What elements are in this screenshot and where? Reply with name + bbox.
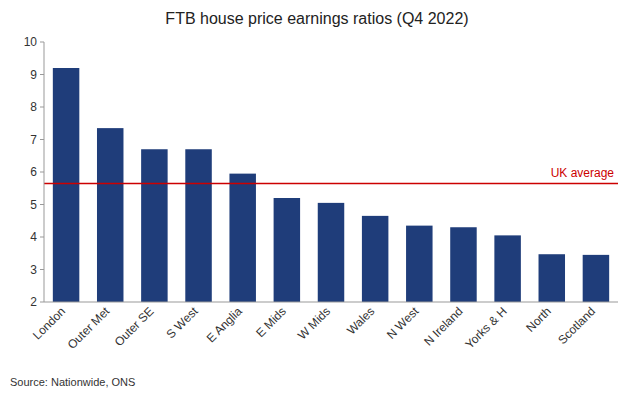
bar — [583, 255, 609, 302]
bar — [97, 128, 123, 302]
bars — [53, 68, 609, 302]
chart-svg: FTB house price earnings ratios (Q4 2022… — [0, 0, 634, 394]
x-tick-label: Yorks & H — [462, 304, 509, 351]
y-tick — [40, 302, 44, 303]
chart-title: FTB house price earnings ratios (Q4 2022… — [165, 10, 468, 27]
y-tick-label: 10 — [24, 35, 38, 49]
bar — [362, 216, 388, 302]
bar — [185, 149, 211, 302]
y-axis-line — [44, 42, 45, 302]
reference-line — [44, 183, 618, 185]
x-tick-label: Wales — [344, 304, 377, 337]
y-tick-label: 8 — [30, 100, 37, 114]
y-tick — [40, 172, 44, 173]
x-tick-label: Outer Met — [65, 304, 113, 352]
y-tick — [40, 139, 44, 140]
y-tick — [40, 237, 44, 238]
y-tick-label: 2 — [30, 295, 37, 309]
bar — [539, 254, 565, 302]
y-tick — [40, 74, 44, 75]
x-tick-label: Scotland — [555, 304, 598, 347]
y-tick — [40, 204, 44, 205]
y-tick-label: 9 — [30, 68, 37, 82]
bar — [494, 235, 520, 302]
y-tick-label: 5 — [30, 198, 37, 212]
y-tick-label: 6 — [30, 165, 37, 179]
bar — [318, 203, 344, 302]
x-tick-label: North — [523, 304, 554, 335]
bar — [53, 68, 79, 302]
bar — [406, 226, 432, 302]
x-tick-label: London — [30, 304, 68, 342]
y-tick — [40, 42, 44, 43]
x-tick-label: N West — [384, 304, 422, 342]
y-tick-label: 7 — [30, 133, 37, 147]
x-tick-label: S West — [164, 304, 202, 342]
bar — [274, 198, 300, 302]
bar — [229, 174, 255, 302]
y-tick-label: 4 — [30, 230, 37, 244]
x-tick-label: Outer SE — [112, 304, 157, 349]
y-tick — [40, 107, 44, 108]
bar — [141, 149, 167, 302]
x-tick-label: W Mids — [295, 304, 333, 342]
x-tick-label: E Mids — [253, 304, 289, 340]
chart-container: FTB house price earnings ratios (Q4 2022… — [0, 0, 634, 394]
bar — [450, 227, 476, 302]
y-tick-label: 3 — [30, 263, 37, 277]
reference-label: UK average — [551, 166, 615, 180]
source-note: Source: Nationwide, ONS — [10, 376, 135, 388]
x-tick-label: E Anglia — [204, 304, 245, 345]
x-axis-line — [44, 302, 618, 303]
x-tick-label: N Ireland — [421, 304, 465, 348]
y-tick — [40, 269, 44, 270]
